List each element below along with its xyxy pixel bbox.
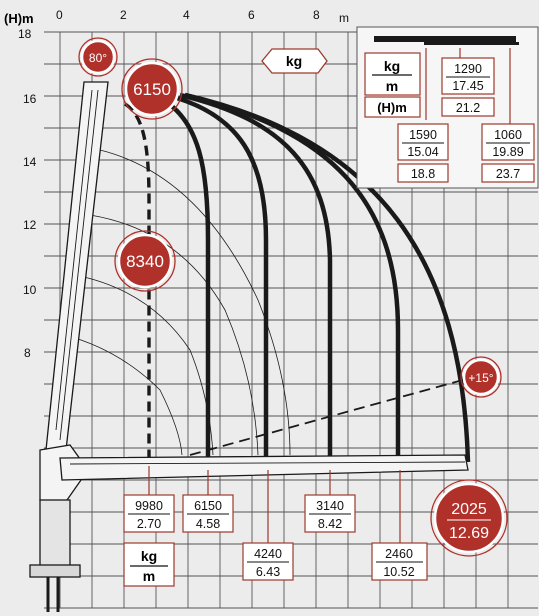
load-4-m: 8.42 [318, 517, 342, 531]
load-3-kg: 4240 [254, 547, 282, 561]
angle-min-badge: +15° [460, 356, 502, 398]
load-2-m: 4.58 [196, 517, 220, 531]
kg-tag-text: kg [286, 53, 302, 69]
ext-3-h: 23.7 [496, 167, 520, 181]
ext-1-m: 15.04 [407, 145, 438, 159]
curve-dashed [124, 102, 151, 462]
load-1-kg: 9980 [135, 499, 163, 513]
load-label-2: 6150 4.58 [182, 494, 234, 533]
y-tick-16: 16 [23, 92, 37, 106]
load-2-kg: 6150 [194, 499, 222, 513]
x-tick-8: 8 [313, 8, 320, 22]
load-bubble-end: 2025 12.69 [430, 479, 508, 557]
load-5-kg: 2460 [385, 547, 413, 561]
ext-2-kg: 1290 [454, 62, 482, 76]
load-label-3: 4240 6.43 [242, 542, 294, 581]
x-axis-unit: m [339, 11, 349, 25]
y-tick-18: 18 [18, 27, 32, 41]
angle-max-badge: 80° [78, 37, 118, 77]
load-label-5: 2460 10.52 [371, 542, 428, 581]
load-4-kg: 3140 [316, 499, 344, 513]
x-tick-0: 0 [56, 8, 63, 22]
load-bubble-top-text: 6150 [133, 80, 171, 99]
extension-legend: kg m (H)m 1290 17.45 21.2 1590 15.04 18.… [356, 26, 539, 189]
crane-illustration [29, 81, 469, 612]
legend-unit-hm: (H)m [377, 100, 407, 115]
ext-2-m: 17.45 [452, 79, 483, 93]
load-1-m: 2.70 [137, 517, 161, 531]
y-tick-8: 8 [24, 346, 31, 360]
angle-min-text: +15° [468, 371, 493, 385]
load-label-1: 9980 2.70 [123, 494, 175, 533]
y-axis-title: (H)m [4, 11, 34, 26]
angle-max-text: 80° [89, 51, 107, 65]
x-tick-2: 2 [120, 8, 127, 22]
load-3-m: 6.43 [256, 565, 280, 579]
reach-arcs [64, 149, 291, 456]
ext-2-h: 21.2 [456, 101, 480, 115]
load-curves [158, 92, 471, 468]
y-tick-14: 14 [23, 155, 37, 169]
legend-unit-kg: kg [384, 58, 400, 74]
load-bubble-mid-text: 8340 [126, 252, 164, 271]
x-tick-6: 6 [248, 8, 255, 22]
legend-unit-m: m [386, 78, 398, 94]
load-label-4: 3140 8.42 [304, 494, 356, 533]
y-tick-12: 12 [23, 218, 37, 232]
load-bubble-mid: 8340 [114, 230, 176, 292]
load-bubble-top: 6150 [121, 58, 183, 120]
load-bubble-end-kg: 2025 [451, 501, 487, 518]
ext-1-kg: 1590 [409, 128, 437, 142]
bottom-unit-m: m [143, 568, 155, 584]
load-leader-lines [148, 466, 401, 543]
load-bubble-end-m: 12.69 [449, 525, 489, 542]
y-tick-10: 10 [23, 283, 37, 297]
ext-1-h: 18.8 [411, 167, 435, 181]
bottom-unit-box: kg m [123, 542, 175, 587]
kg-tag: kg [261, 48, 328, 74]
ext-3-kg: 1060 [494, 128, 522, 142]
load-5-m: 10.52 [383, 565, 414, 579]
ext-3-m: 19.89 [492, 145, 523, 159]
x-tick-4: 4 [183, 8, 190, 22]
bottom-unit-kg: kg [141, 548, 157, 564]
